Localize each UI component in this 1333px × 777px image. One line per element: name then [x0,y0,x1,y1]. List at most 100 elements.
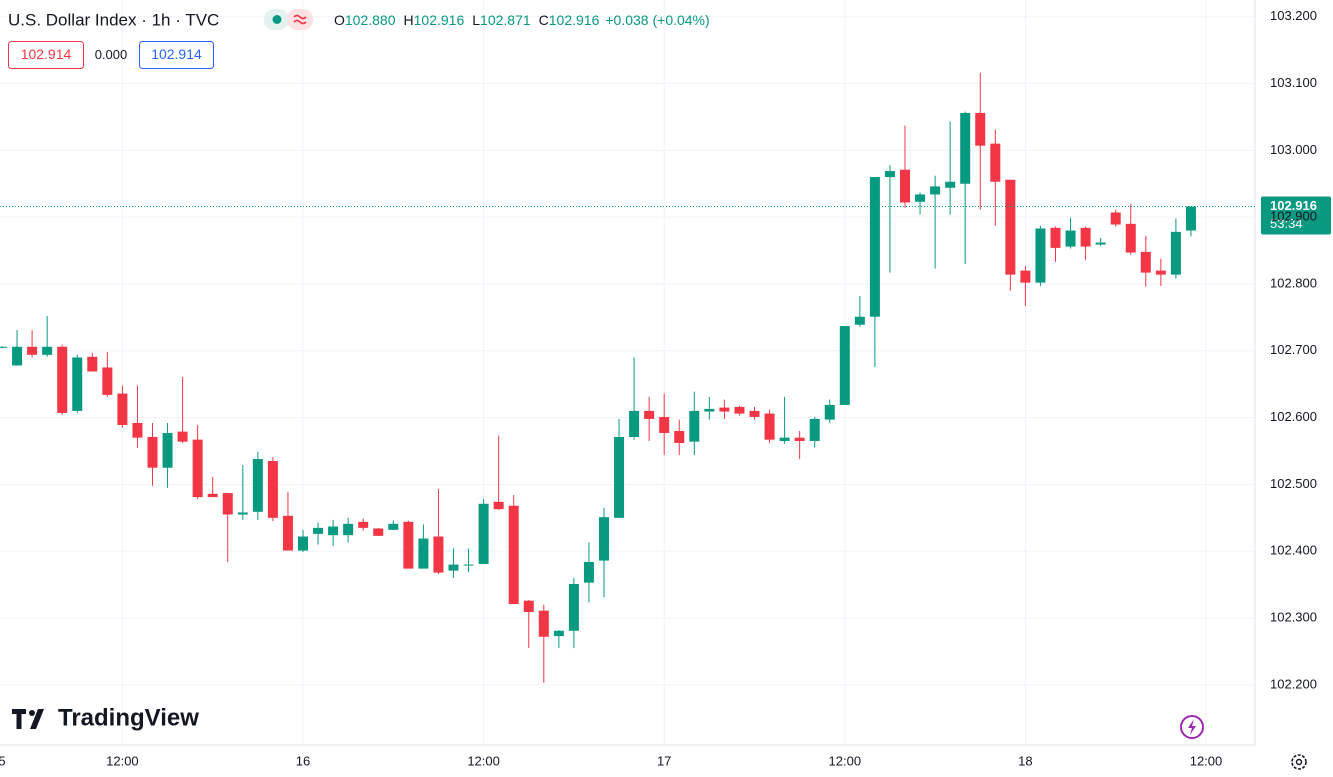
last-price-tag [1261,196,1331,235]
candle-body [0,346,7,348]
candle-body [523,600,534,613]
price-tag-layer: 102.916 53:34 [0,196,1331,235]
candle-body [117,393,128,425]
candle-body [644,410,655,419]
candle-body [659,416,670,433]
candle-body [884,171,895,178]
candle-body [809,418,820,441]
candle-body [358,521,369,528]
y-tick-label: 102.400 [1270,543,1317,558]
sell-price[interactable]: 102.914 [21,46,72,62]
grid [0,0,1255,745]
market-status-dot [272,15,282,24]
watermark: TradingView [58,704,199,731]
candle-body [132,422,143,438]
candle-body [267,461,278,518]
candle-body [568,583,579,631]
candle-body [930,186,941,195]
settings-icon[interactable] [1291,754,1307,770]
candle-body [734,406,745,414]
candle-body [990,143,1001,182]
settings-icon-center [1295,758,1303,766]
y-tick-label: 103.100 [1270,75,1317,90]
candle-body [373,528,384,536]
candle-body [1080,227,1091,247]
candle-body [1125,223,1136,253]
candle-body [719,407,730,412]
x-tick-label: 12:00 [1190,753,1223,768]
candle-body [854,316,865,325]
candle-body [252,459,263,512]
lightning-icon[interactable] [1180,715,1204,739]
candle-body [282,515,293,551]
candle-body [313,527,324,534]
candle-body [915,194,926,202]
candle-body [1020,270,1031,283]
candle-body [448,564,459,571]
open-value: 102.880 [345,12,396,28]
candle-body [538,610,549,637]
sell-badge[interactable] [8,41,84,69]
candle-body [824,404,835,420]
close-label: C [539,12,549,28]
candle-body [433,536,444,573]
candle-body [493,501,504,510]
logo: TradingView [12,704,199,731]
candle-body [1155,270,1166,275]
candle-body [704,408,715,412]
candle-body [583,561,594,583]
ohlc-legend: O102.880 H102.916 L102.871 C102.916 +0.038 (… [334,12,710,28]
candle-body [1110,212,1121,225]
lightning-bolt [1188,719,1196,735]
candle-body [749,410,760,417]
x-tick-label: 12:00 [829,753,862,768]
x-tick-label: 16 [296,753,310,768]
y-tick-label: 102.800 [1270,275,1317,290]
candle-body [207,493,218,498]
candle-body [162,432,173,468]
candle-body [1140,251,1151,273]
candle-body [975,112,986,146]
y-tick-label: 102.500 [1270,476,1317,491]
candle-body [629,410,640,437]
candle-body [222,493,233,515]
buy-price[interactable]: 102.914 [151,46,202,62]
candle-body [553,630,564,637]
candle-body [343,523,354,536]
candle-body [689,410,700,442]
high-value: 102.916 [414,12,465,28]
candle-body [388,523,399,530]
buy-badge[interactable] [139,41,214,69]
candle-body [328,526,339,536]
x-tick-label: 12:00 [106,753,139,768]
candle-body [869,177,880,317]
candle-body [779,437,790,441]
candle-body [674,430,685,443]
candle-body [1185,206,1196,231]
candle-body [298,536,308,551]
candle-body [12,346,23,366]
candle-body [900,169,910,203]
candle-body [177,431,188,442]
change-value: +0.038 (+0.04%) [605,12,709,28]
logo-dot [29,710,35,716]
candle-body [87,356,98,372]
chart-title: U.S. Dollar Index · 1h · TVC [8,10,219,29]
candle-body [1005,179,1016,275]
candle-body [764,413,775,440]
spread: 0.000 [95,47,128,62]
y-tick-label: 102.900 [1270,209,1317,224]
y-tick-label: 102.700 [1270,342,1317,357]
candle-body [1035,228,1046,283]
candle-body [72,357,83,411]
y-tick-label: 103.000 [1270,142,1317,157]
candle-body [839,326,850,405]
delayed-data-icon [293,14,307,25]
x-tick-label: 18 [1018,753,1032,768]
x-tick-label: 17 [657,753,671,768]
candle-body [794,437,805,441]
logo-t [12,709,26,729]
candle-body [1050,227,1061,248]
